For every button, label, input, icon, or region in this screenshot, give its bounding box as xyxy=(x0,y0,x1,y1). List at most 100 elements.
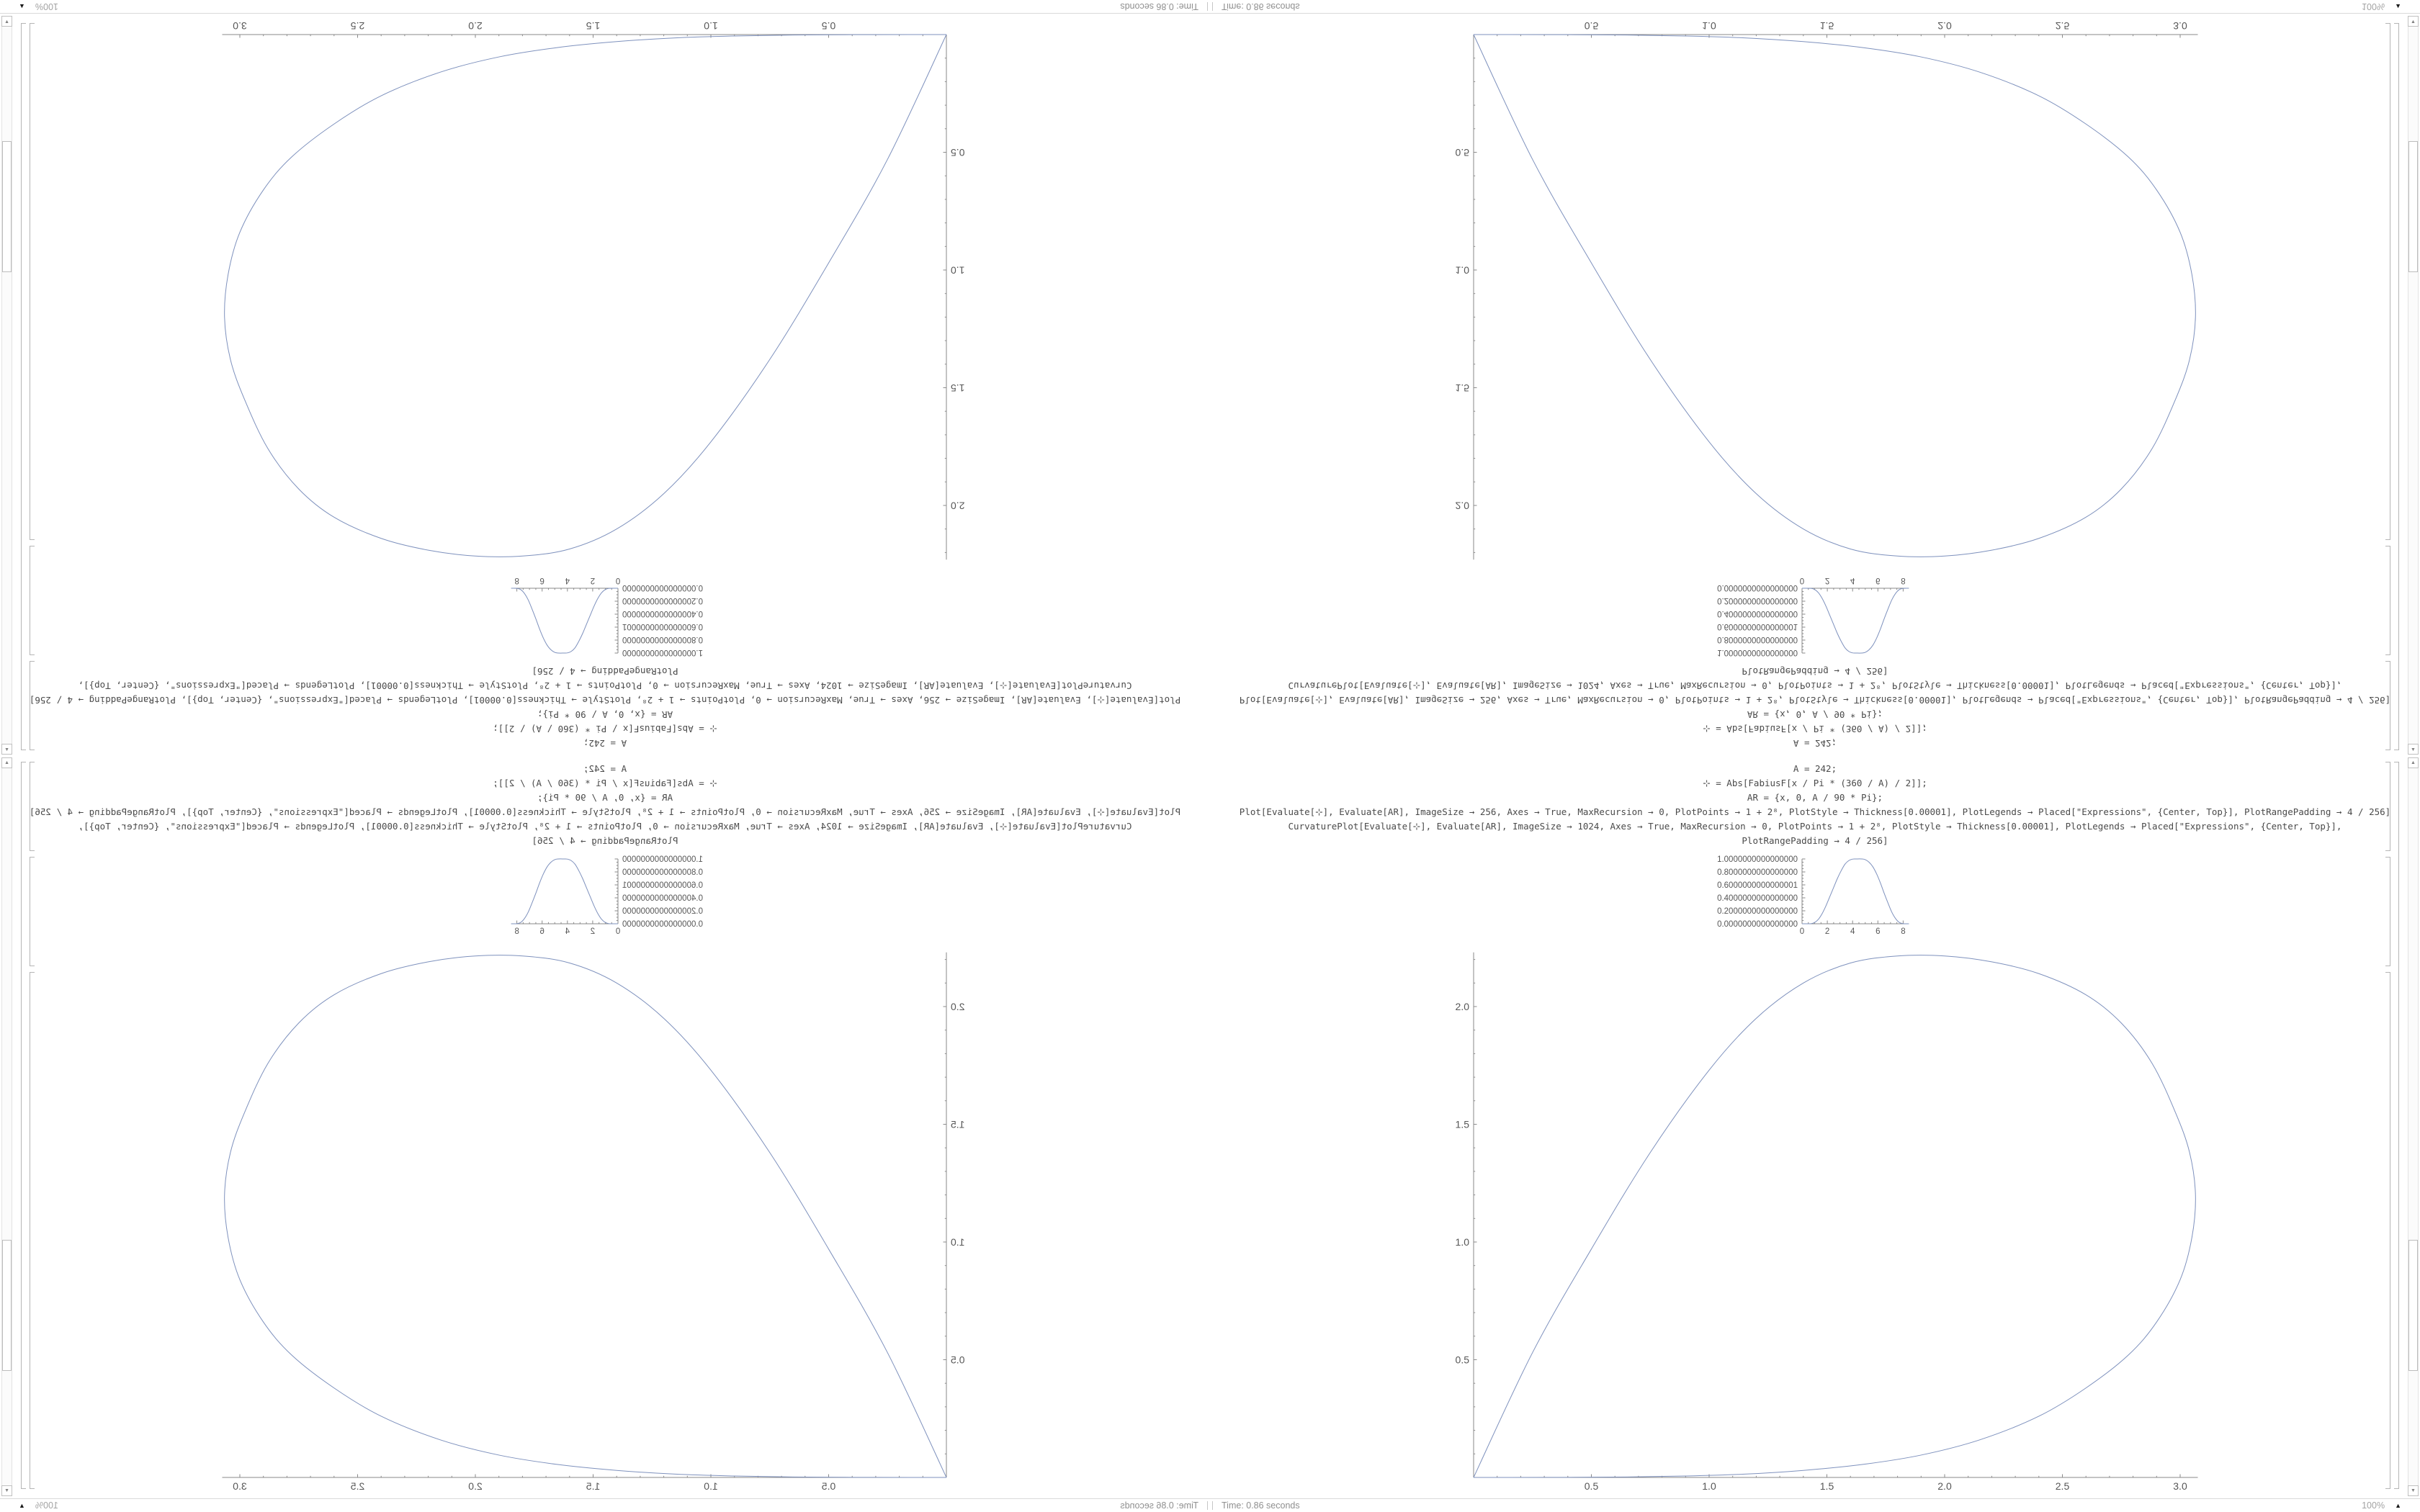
scroll-down-button[interactable]: ▼ xyxy=(2408,1485,2419,1496)
input-code-cell[interactable]: A = 242; ⊹ = Abs[FabiusF[x / Pi * (360 /… xyxy=(1210,664,2420,750)
svg-text:1.5: 1.5 xyxy=(1456,382,1470,394)
svg-text:0.0000000000000000: 0.0000000000000000 xyxy=(1717,920,1798,929)
svg-text:0.6000000000000001: 0.6000000000000001 xyxy=(1717,622,1798,631)
input-code-cell[interactable]: A = 242; ⊹ = Abs[FabiusF[x / Pi * (360 /… xyxy=(0,664,1210,750)
code-line[interactable]: PlotRangePadding → 4 / 256] xyxy=(532,666,678,677)
code-line[interactable]: ⊹ = Abs[FabiusF[x / Pi * (360 / A) / 2]]… xyxy=(1703,724,1927,734)
code-line[interactable]: AR = {x, 0, A / 90 * Pi}; xyxy=(537,709,673,720)
code-line[interactable]: AR = {x, 0, A / 90 * Pi}; xyxy=(1747,792,1883,803)
svg-text:0.2000000000000000: 0.2000000000000000 xyxy=(622,596,703,605)
code-line[interactable]: A = 242; xyxy=(583,763,627,774)
magnification-menu-icon[interactable]: ▲ xyxy=(19,1502,25,1509)
magnification-menu-icon[interactable]: ▲ xyxy=(2395,1502,2401,1509)
vertical-scrollbar[interactable]: ▲ ▼ xyxy=(1,16,12,755)
cell-bracket-code[interactable] xyxy=(2385,661,2390,750)
scrollbar-thumb[interactable] xyxy=(2408,1240,2418,1371)
cell-bracket-group[interactable] xyxy=(2394,23,2399,750)
input-code-cell[interactable]: A = 242; ⊹ = Abs[FabiusF[x / Pi * (360 /… xyxy=(1210,762,2420,848)
code-line[interactable]: ⊹ = Abs[FabiusF[x / Pi * (360 / A) / 2]]… xyxy=(493,778,717,788)
magnification-control[interactable]: 100% ▲ xyxy=(2362,1,2401,12)
svg-text:3.0: 3.0 xyxy=(2173,20,2187,32)
cell-bracket-small-plot[interactable] xyxy=(30,857,35,966)
cell-bracket-large-plot[interactable] xyxy=(30,23,35,540)
scrollbar-thumb[interactable] xyxy=(2408,141,2418,272)
scroll-up-button[interactable]: ▲ xyxy=(1,744,12,755)
magnification-control[interactable]: 100% ▲ xyxy=(19,1500,58,1511)
scroll-up-button[interactable]: ▲ xyxy=(2408,757,2419,768)
svg-text:0.6000000000000001: 0.6000000000000001 xyxy=(622,622,703,631)
code-line[interactable]: AR = {x, 0, A / 90 * Pi}; xyxy=(537,792,673,803)
cell-bracket-group[interactable] xyxy=(21,762,26,1489)
cell-bracket-small-plot[interactable] xyxy=(30,546,35,655)
svg-text:1.0000000000000000: 1.0000000000000000 xyxy=(1717,855,1798,864)
magnification-value[interactable]: 100% xyxy=(35,1500,58,1511)
code-line[interactable]: CurvaturePlot[Evaluate[⊹], Evaluate[AR],… xyxy=(1288,680,2342,691)
code-line[interactable]: PlotRangePadding → 4 / 256] xyxy=(1742,666,1888,677)
code-line[interactable]: A = 242; xyxy=(1793,738,1837,749)
svg-text:2: 2 xyxy=(591,927,595,936)
scroll-down-icon: ▼ xyxy=(2411,19,2416,24)
code-line[interactable]: Plot[Evaluate[⊹], Evaluate[AR], ImageSiz… xyxy=(1239,806,2391,817)
code-line[interactable]: ⊹ = Abs[FabiusF[x / Pi * (360 / A) / 2]]… xyxy=(1703,778,1927,788)
vertical-scrollbar[interactable]: ▲ ▼ xyxy=(1,757,12,1496)
svg-text:3.0: 3.0 xyxy=(233,1480,247,1492)
code-line[interactable]: Plot[Evaluate[⊹], Evaluate[AR], ImageSiz… xyxy=(1239,695,2391,706)
code-line[interactable]: A = 242; xyxy=(583,738,627,749)
cell-bracket-large-plot[interactable] xyxy=(2385,23,2390,540)
cell-bracket-group[interactable] xyxy=(21,23,26,750)
magnification-menu-icon[interactable]: ▲ xyxy=(19,3,25,10)
scroll-up-button[interactable]: ▲ xyxy=(2408,744,2419,755)
cell-bracket-group[interactable] xyxy=(2394,762,2399,1489)
code-line[interactable]: PlotRangePadding → 4 / 256] xyxy=(1742,835,1888,846)
fabius-function-plot: 0 2 4 6 8 0.0000000000000000 0.200000000000000… xyxy=(497,564,713,660)
cell-bracket-small-plot[interactable] xyxy=(2385,546,2390,655)
quadrant-bottom-left-mirrored: A = 242; ⊹ = Abs[FabiusF[x / Pi * (360 /… xyxy=(0,756,1210,1512)
notebook-window: A = 242; ⊹ = Abs[FabiusF[x / Pi * (360 /… xyxy=(0,756,1210,1512)
code-line[interactable]: ⊹ = Abs[FabiusF[x / Pi * (360 / A) / 2]]… xyxy=(493,724,717,734)
scroll-down-button[interactable]: ▼ xyxy=(2408,16,2419,27)
cell-bracket-code[interactable] xyxy=(2385,762,2390,851)
magnification-value[interactable]: 100% xyxy=(2362,1500,2385,1511)
svg-text:1.5: 1.5 xyxy=(1820,20,1834,32)
svg-text:3.0: 3.0 xyxy=(233,20,247,32)
cell-bracket-small-plot[interactable] xyxy=(2385,857,2390,966)
svg-text:1.0: 1.0 xyxy=(1702,20,1716,32)
cell-bracket-large-plot[interactable] xyxy=(2385,972,2390,1489)
svg-text:0.4000000000000000: 0.4000000000000000 xyxy=(1717,894,1798,903)
input-code-cell[interactable]: A = 242; ⊹ = Abs[FabiusF[x / Pi * (360 /… xyxy=(0,762,1210,848)
scroll-up-button[interactable]: ▲ xyxy=(1,757,12,768)
svg-text:1.0: 1.0 xyxy=(951,1236,965,1248)
cell-bracket-code[interactable] xyxy=(30,661,35,750)
cell-bracket-large-plot[interactable] xyxy=(30,972,35,1489)
vertical-scrollbar[interactable]: ▲ ▼ xyxy=(2408,757,2419,1496)
notebook-window: A = 242; ⊹ = Abs[FabiusF[x / Pi * (360 /… xyxy=(1210,756,2420,1512)
code-line[interactable]: CurvaturePlot[Evaluate[⊹], Evaluate[AR],… xyxy=(1288,821,2342,832)
scrollbar-thumb[interactable] xyxy=(2,141,12,272)
cell-bracket-code[interactable] xyxy=(30,762,35,851)
svg-text:1.5: 1.5 xyxy=(951,382,965,394)
magnification-value[interactable]: 100% xyxy=(35,1,58,12)
code-line[interactable]: CurvaturePlot[Evaluate[⊹], Evaluate[AR],… xyxy=(78,680,1132,691)
status-divider xyxy=(1207,1501,1208,1510)
code-line[interactable]: PlotRangePadding → 4 / 256] xyxy=(532,835,678,846)
code-line[interactable]: CurvaturePlot[Evaluate[⊹], Evaluate[AR],… xyxy=(78,821,1132,832)
scroll-up-icon: ▲ xyxy=(4,760,9,765)
svg-text:1.0: 1.0 xyxy=(1456,264,1470,276)
code-line[interactable]: Plot[Evaluate[⊹], Evaluate[AR], ImageSiz… xyxy=(29,695,1181,706)
code-line[interactable]: AR = {x, 0, A / 90 * Pi}; xyxy=(1747,709,1883,720)
magnification-menu-icon[interactable]: ▲ xyxy=(2395,3,2401,10)
magnification-value[interactable]: 100% xyxy=(2362,1,2385,12)
svg-text:0.5: 0.5 xyxy=(951,1354,965,1365)
vertical-scrollbar[interactable]: ▲ ▼ xyxy=(2408,16,2419,755)
code-line[interactable]: A = 242; xyxy=(1793,763,1837,774)
magnification-control[interactable]: 100% ▲ xyxy=(19,1,58,12)
scrollbar-thumb[interactable] xyxy=(2,1240,12,1371)
scroll-down-button[interactable]: ▼ xyxy=(1,1485,12,1496)
code-line[interactable]: Plot[Evaluate[⊹], Evaluate[AR], ImageSiz… xyxy=(29,806,1181,817)
svg-text:1.5: 1.5 xyxy=(1456,1118,1470,1130)
fabius-function-plot: 0 2 4 6 8 0.0000000000000000 0.200000000000000… xyxy=(1707,564,1923,660)
svg-text:2.0: 2.0 xyxy=(1937,20,1952,32)
magnification-control[interactable]: 100% ▲ xyxy=(2362,1500,2401,1511)
svg-text:8: 8 xyxy=(514,927,519,936)
scroll-down-button[interactable]: ▼ xyxy=(1,16,12,27)
